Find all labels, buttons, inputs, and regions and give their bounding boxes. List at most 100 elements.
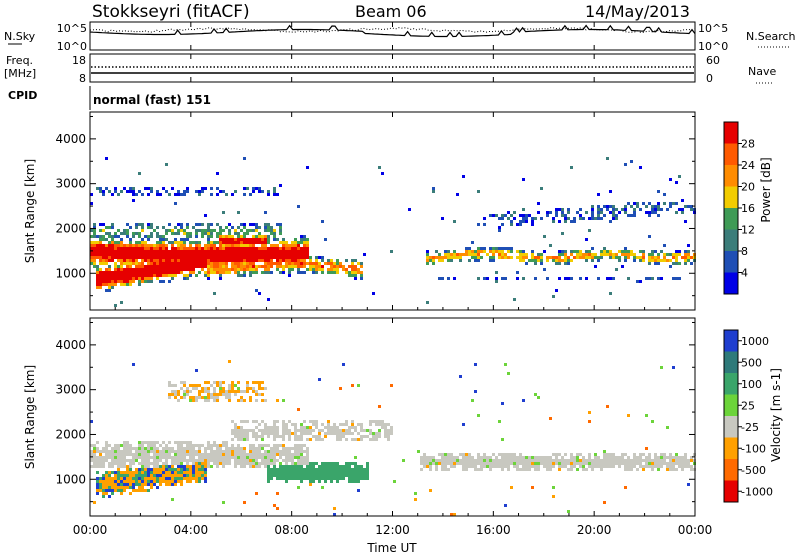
heatmap-cell xyxy=(546,468,549,471)
heatmap-cell xyxy=(216,241,219,244)
heatmap-cell xyxy=(123,271,126,274)
heatmap-cell xyxy=(162,274,165,277)
heatmap-cell xyxy=(132,235,135,238)
heatmap-cell xyxy=(234,253,237,256)
heatmap-cell xyxy=(177,262,180,265)
heatmap-cell xyxy=(243,453,246,456)
heatmap-cell xyxy=(108,289,111,292)
heatmap-cell xyxy=(315,423,318,426)
heatmap-cell xyxy=(273,190,276,193)
heatmap-cell xyxy=(171,229,174,232)
heatmap-cell xyxy=(138,283,141,286)
heatmap-cell xyxy=(477,223,480,226)
heatmap-cell xyxy=(579,256,582,259)
heatmap-cell xyxy=(105,250,108,253)
heatmap-cell xyxy=(195,462,198,465)
heatmap-cell xyxy=(321,477,324,480)
heatmap-cell xyxy=(108,462,111,465)
heatmap-cell xyxy=(165,253,168,256)
heatmap-cell xyxy=(579,253,582,256)
heatmap-cell xyxy=(153,456,156,459)
heatmap-cell xyxy=(351,477,354,480)
heatmap-cell xyxy=(483,247,486,250)
heatmap-cell xyxy=(273,193,276,196)
colorbar-tick-label: 16 xyxy=(741,202,755,215)
heatmap-cell xyxy=(126,450,129,453)
heatmap-cell xyxy=(264,223,267,226)
heatmap-cell xyxy=(570,277,573,280)
heatmap-cell xyxy=(126,235,129,238)
heatmap-cell xyxy=(639,453,642,456)
heatmap-cell xyxy=(306,262,309,265)
heatmap-cell xyxy=(231,390,234,393)
heatmap-cell xyxy=(183,250,186,253)
heatmap-cell xyxy=(138,447,141,450)
heatmap-cell xyxy=(681,465,684,468)
heatmap-cell xyxy=(198,241,201,244)
heatmap-cell xyxy=(186,247,189,250)
heatmap-cell xyxy=(252,253,255,256)
heatmap-cell xyxy=(213,444,216,447)
heatmap-cell xyxy=(276,435,279,438)
heatmap-cell xyxy=(354,271,357,274)
heatmap-cell xyxy=(594,462,597,465)
heatmap-cell xyxy=(504,504,507,507)
heatmap-cell xyxy=(102,235,105,238)
heatmap-cell xyxy=(153,250,156,253)
heatmap-cell xyxy=(363,468,366,471)
heatmap-cell xyxy=(111,486,114,489)
heatmap-cell xyxy=(186,187,189,190)
heatmap-cell xyxy=(159,244,162,247)
heatmap-cell xyxy=(432,262,435,265)
heatmap-cell xyxy=(690,256,693,259)
heatmap-cell xyxy=(126,247,129,250)
heatmap-cell xyxy=(129,486,132,489)
heatmap-cell xyxy=(192,459,195,462)
heatmap-cell xyxy=(351,271,354,274)
heatmap-cell xyxy=(186,468,189,471)
heatmap-cell xyxy=(306,462,309,465)
heatmap-cell xyxy=(345,268,348,271)
heatmap-cell xyxy=(354,274,357,277)
heatmap-cell xyxy=(264,229,267,232)
heatmap-cell xyxy=(603,450,606,453)
heatmap-cell xyxy=(198,223,201,226)
heatmap-cell xyxy=(348,477,351,480)
heatmap-cell xyxy=(99,244,102,247)
heatmap-cell xyxy=(114,274,117,277)
heatmap-cell xyxy=(267,474,270,477)
heatmap-cell xyxy=(171,262,174,265)
heatmap-cell xyxy=(126,256,129,259)
heatmap-cell xyxy=(303,474,306,477)
heatmap-cell xyxy=(495,247,498,250)
heatmap-cell xyxy=(237,235,240,238)
heatmap-cell xyxy=(270,226,273,229)
heatmap-cell xyxy=(213,250,216,253)
heatmap-cell xyxy=(255,453,258,456)
heatmap-cell xyxy=(258,465,261,468)
heatmap-cell xyxy=(324,462,327,465)
heatmap-cell xyxy=(273,253,276,256)
heatmap-cell xyxy=(531,250,534,253)
heatmap-cell xyxy=(144,489,147,492)
heatmap-cell xyxy=(300,450,303,453)
heatmap-cell xyxy=(177,456,180,459)
heatmap-cell xyxy=(123,450,126,453)
heatmap-cell xyxy=(126,468,129,471)
heatmap-cell xyxy=(168,480,171,483)
heatmap-cell xyxy=(108,444,111,447)
heatmap-cell xyxy=(300,241,303,244)
heatmap-cell xyxy=(276,477,279,480)
heatmap-cell xyxy=(198,471,201,474)
heatmap-cell xyxy=(141,280,144,283)
heatmap-cell xyxy=(132,477,135,480)
heatmap-cell xyxy=(336,465,339,468)
heatmap-cell xyxy=(366,474,369,477)
heatmap-cell xyxy=(681,468,684,471)
heatmap-cell xyxy=(255,492,258,495)
heatmap-cell xyxy=(165,262,168,265)
heatmap-cell xyxy=(363,435,366,438)
heatmap-cell xyxy=(207,277,210,280)
heatmap-cell xyxy=(240,259,243,262)
heatmap-cell xyxy=(630,468,633,471)
